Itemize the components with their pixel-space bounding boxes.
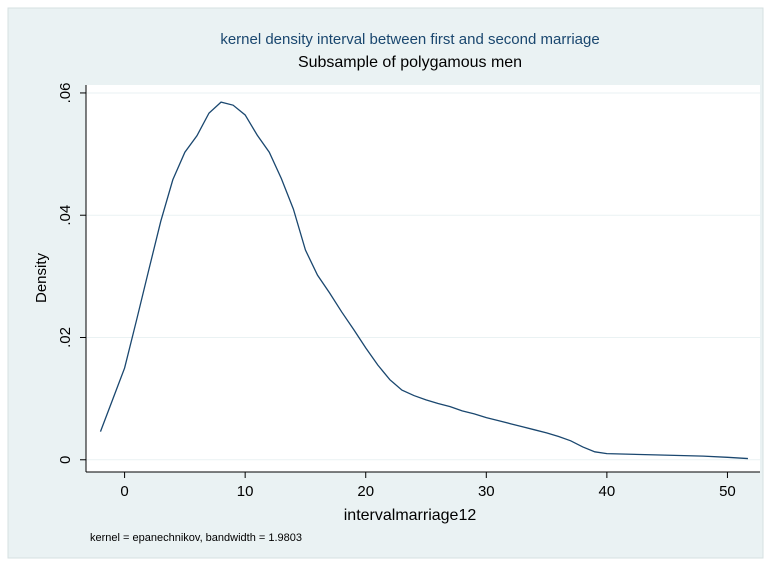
chart-subtitle: Subsample of polygamous men [298, 54, 522, 71]
chart-title: kernel density interval between first an… [220, 31, 599, 48]
note: kernel = epanechnikov, bandwidth = 1.980… [90, 532, 302, 544]
x-tick-label: 20 [357, 483, 374, 500]
y-tick-label: .04 [57, 205, 74, 226]
y-tick-label: 0 [57, 456, 74, 464]
x-tick-label: 10 [237, 483, 254, 500]
x-tick-label: 30 [478, 483, 495, 500]
x-tick-label: 0 [120, 483, 128, 500]
x-axis-title: intervalmarriage12 [344, 507, 477, 524]
plot-region [86, 85, 760, 472]
x-tick-label: 40 [599, 483, 616, 500]
y-axis-title: Density [33, 252, 50, 303]
y-tick-label: .06 [57, 83, 74, 104]
y-tick-label: .02 [57, 327, 74, 348]
density-line [99, 101, 748, 460]
x-tick-label: 50 [719, 483, 736, 500]
